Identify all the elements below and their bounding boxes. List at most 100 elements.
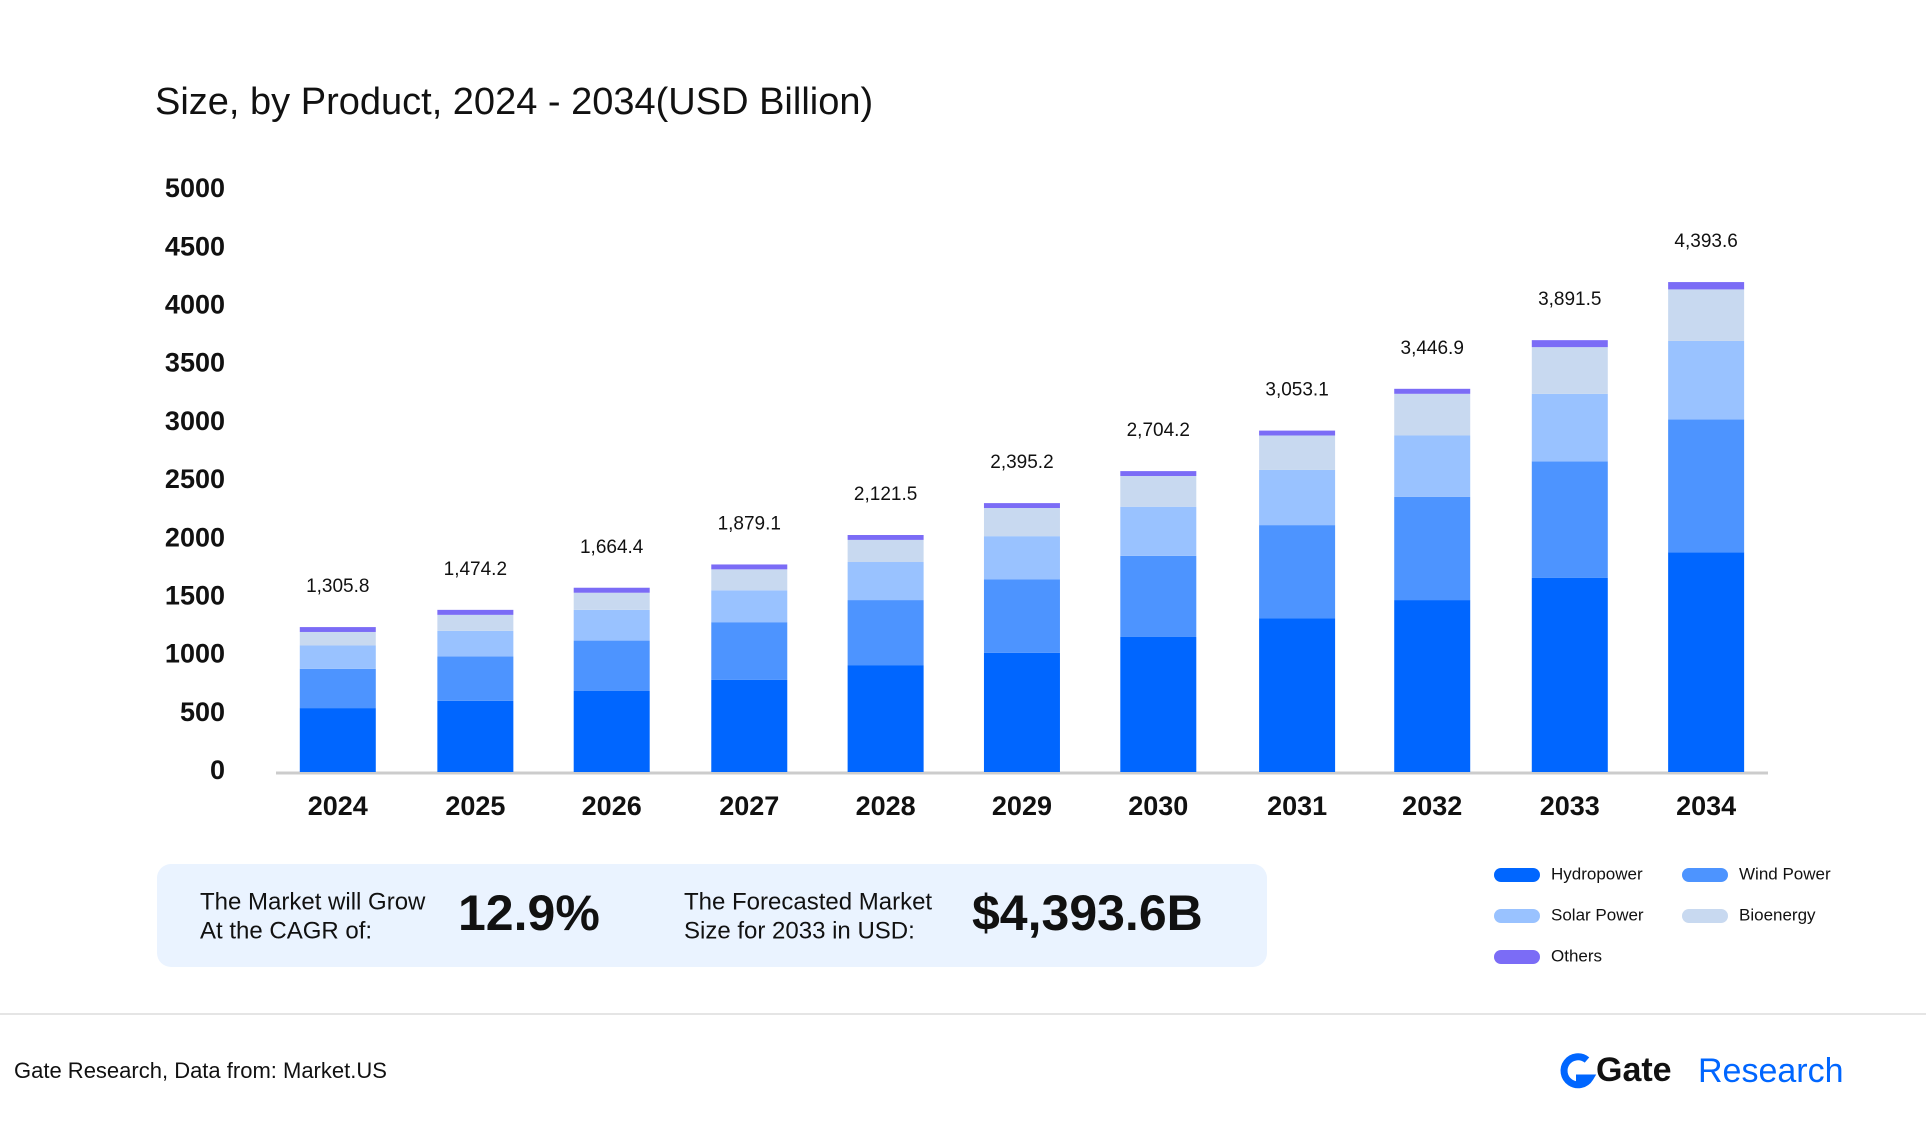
bar-segment: [1259, 525, 1336, 619]
y-tick-label: 4500: [165, 231, 225, 261]
bar-segment: [1394, 496, 1471, 601]
bar-segment: [573, 592, 650, 610]
bar-segment: [1394, 393, 1471, 436]
x-tick-label: 2030: [1128, 791, 1188, 821]
cagr-text: At the CAGR of:: [200, 917, 372, 944]
bar-segment: [1531, 393, 1608, 462]
bar-segment: [1120, 475, 1197, 507]
bar-segment: [1668, 419, 1745, 553]
bar-segment: [1668, 340, 1745, 420]
bar-segment: [1259, 618, 1336, 772]
legend-swatch: [1682, 868, 1728, 882]
bar-segment: [847, 600, 924, 666]
x-tick-label: 2034: [1676, 791, 1736, 821]
cagr-text: The Market will Grow: [200, 888, 426, 915]
y-tick-label: 4000: [165, 290, 225, 320]
bar-segment: [299, 708, 376, 772]
bar-segment: [299, 627, 376, 632]
cagr-value: 12.9%: [458, 885, 600, 941]
x-tick-label: 2025: [445, 791, 505, 821]
forecast-text: Size for 2033 in USD:: [684, 917, 915, 944]
bar-segment: [1531, 347, 1608, 394]
bar-segment: [711, 564, 788, 570]
bar-segment: [711, 569, 788, 591]
legend-swatch: [1494, 868, 1540, 882]
total-label: 1,879.1: [718, 513, 781, 534]
bar-segment: [1120, 636, 1197, 772]
bar-segment: [573, 690, 650, 772]
bar-segment: [847, 539, 924, 563]
bar-segment: [711, 622, 788, 680]
total-label: 2,121.5: [854, 484, 917, 505]
bar-segment: [1394, 600, 1471, 772]
legend-label: Hydropower: [1551, 864, 1643, 883]
bar-segment: [1531, 461, 1608, 578]
total-label: 1,474.2: [444, 559, 507, 580]
x-tick-label: 2031: [1267, 791, 1327, 821]
y-tick-label: 0: [210, 755, 225, 785]
forecast-value: $4,393.6B: [972, 885, 1203, 941]
info-box: [157, 864, 1267, 967]
x-tick-label: 2029: [992, 791, 1052, 821]
bar-segment: [1120, 471, 1197, 476]
total-label: 3,053.1: [1265, 380, 1328, 401]
legend-swatch: [1494, 950, 1540, 964]
total-label: 4,393.6: [1674, 231, 1737, 252]
total-label: 2,395.2: [990, 452, 1053, 473]
bar-segment: [1120, 506, 1197, 556]
bar-segment: [983, 508, 1060, 537]
bar-segment: [573, 640, 650, 691]
chart-title: Size, by Product, 2024 - 2034(USD Billio…: [155, 81, 873, 123]
bar-segment: [437, 630, 514, 657]
bar-segment: [299, 668, 376, 709]
bar-segment: [1668, 282, 1745, 290]
bar-segment: [437, 614, 514, 631]
bar-segment: [711, 590, 788, 623]
bar-segment: [847, 665, 924, 772]
bar-segment: [983, 579, 1060, 653]
logo-icon: [1560, 1053, 1597, 1089]
bar-segment: [1531, 340, 1608, 348]
total-label: 2,704.2: [1127, 420, 1190, 441]
bar-segment: [1259, 430, 1336, 436]
legend-swatch: [1494, 909, 1540, 923]
footer-source: Gate Research, Data from: Market.US: [14, 1058, 387, 1083]
bar-segment: [711, 679, 788, 772]
total-label: 3,446.9: [1401, 338, 1464, 359]
x-tick-label: 2024: [308, 791, 368, 821]
legend-swatch: [1682, 909, 1728, 923]
bar-segment: [847, 562, 924, 601]
logo: Gate Research: [1560, 1051, 1844, 1090]
legend-label: Bioenergy: [1739, 905, 1816, 924]
logo-text: Gate: [1596, 1051, 1672, 1089]
bar-segment: [1531, 577, 1608, 772]
x-tick-label: 2027: [719, 791, 779, 821]
forecast-text: The Forecasted Market: [684, 888, 932, 915]
bar-segment: [1668, 552, 1745, 772]
y-tick-label: 500: [180, 697, 225, 727]
bar-segment: [1259, 435, 1336, 470]
bar-segment: [299, 645, 376, 669]
bar-segment: [573, 609, 650, 641]
total-label: 1,664.4: [580, 537, 644, 558]
bar-segment: [1259, 469, 1336, 526]
x-tick-label: 2033: [1540, 791, 1600, 821]
bar-segment: [1394, 435, 1471, 497]
y-tick-label: 2500: [165, 464, 225, 494]
total-label: 3,891.5: [1538, 289, 1601, 310]
bar-segment: [983, 536, 1060, 580]
bar-segment: [299, 631, 376, 646]
bar-segment: [437, 609, 514, 615]
y-tick-label: 3000: [165, 406, 225, 436]
y-tick-label: 2000: [165, 522, 225, 552]
legend-label: Solar Power: [1551, 905, 1644, 924]
bar-segment: [573, 587, 650, 593]
bar-segment: [983, 652, 1060, 772]
bar-segment: [983, 503, 1060, 509]
y-tick-label: 1000: [165, 639, 225, 669]
bar-segment: [437, 656, 514, 701]
total-label: 1,305.8: [306, 576, 369, 597]
bar-segment: [1394, 388, 1471, 394]
bar-segment: [1120, 555, 1197, 637]
